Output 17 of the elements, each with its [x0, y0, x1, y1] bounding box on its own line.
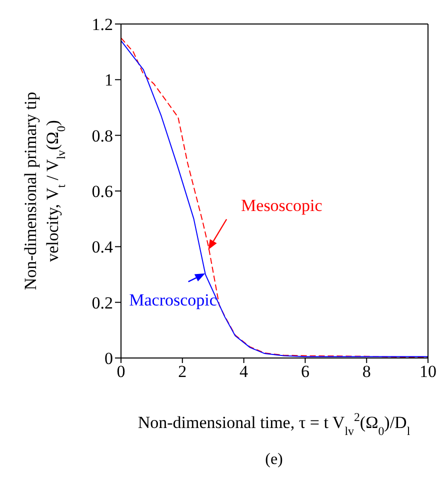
x-tick-label: 8	[362, 362, 371, 382]
y-tick-label: 0.4	[92, 238, 114, 257]
text: Mesoscopic	[241, 196, 323, 215]
y-tick-label: 0.6	[92, 182, 113, 202]
legend-label: Macroscopic	[129, 290, 218, 310]
text: (e)	[265, 451, 283, 468]
y-tick-label: 0	[104, 349, 113, 368]
x-tick-label: 0	[116, 362, 126, 382]
x-axis-title: Non-dimensional time, τ = t V$_{lv}$$^{2}$(Ω$_{0}$)/D$_{l}$	[138, 410, 411, 438]
y-tick-label: 0.8	[92, 126, 113, 146]
x-tick-label: 10	[420, 362, 436, 382]
y-tick-label: 1.2	[92, 15, 113, 34]
y-tick-label: 0.2	[92, 293, 113, 312]
x-tick-label: 6	[300, 362, 310, 382]
y-tick-label: 1	[104, 70, 113, 90]
x-tick-label: 4	[240, 362, 249, 382]
x-tick-label: 2	[178, 362, 187, 382]
